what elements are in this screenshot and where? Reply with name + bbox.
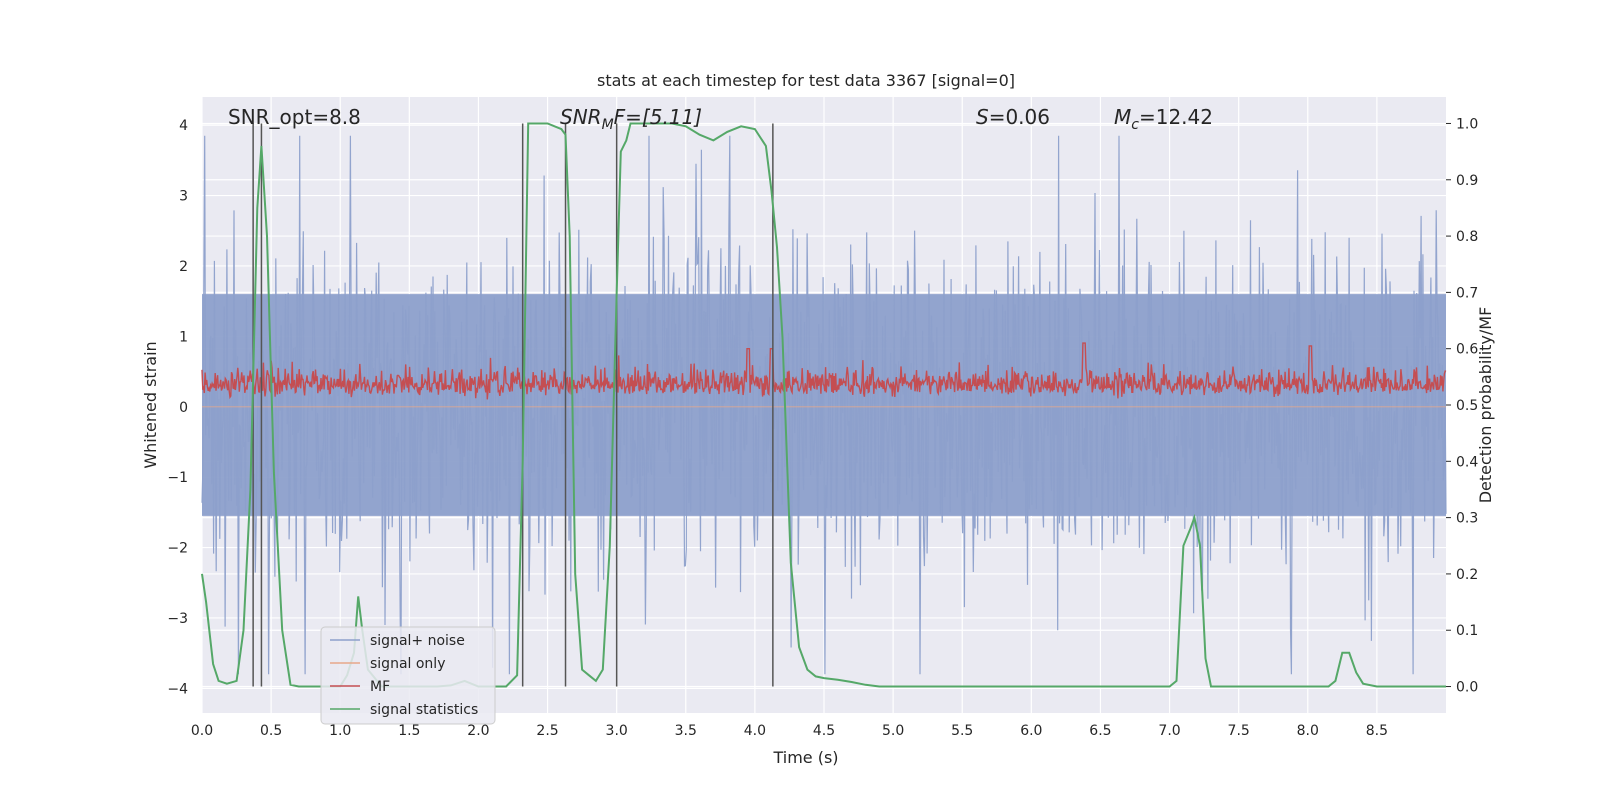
mf-series xyxy=(201,342,1447,400)
y-right-tick-label: 0.7 xyxy=(1456,285,1478,301)
x-tick-label: 2.5 xyxy=(536,723,558,739)
y-left-tick-label: −4 xyxy=(167,681,188,697)
x-tick-label: 7.5 xyxy=(1228,723,1250,739)
y-left-tick-label: 3 xyxy=(179,189,188,205)
legend-label-signal-noise: signal+ noise xyxy=(370,633,465,649)
x-tick-label: 8.0 xyxy=(1297,723,1319,739)
x-tick-label: 3.0 xyxy=(606,723,628,739)
annotation-snr-opt: SNR_opt=8.8 xyxy=(228,105,361,129)
annotation-mc: Mc=12.42 xyxy=(1114,105,1213,133)
x-tick-label: 8.5 xyxy=(1366,723,1388,739)
y-right-axis-label: Detection probability/MF xyxy=(1476,307,1495,504)
signal-noise-series xyxy=(201,135,1447,675)
legend: signal+ noise signal only MF signal stat… xyxy=(320,626,496,725)
y-right-tick-label: 0.1 xyxy=(1456,623,1478,639)
s-rest: =0.06 xyxy=(989,105,1050,129)
x-tick-label: 7.0 xyxy=(1158,723,1180,739)
snr-mf-main: SNR xyxy=(560,105,602,129)
y-right-tick-label: 0.8 xyxy=(1456,229,1478,245)
y-left-axis-ticks: 4 3 2 1 0 −1 −2 −3 −4 xyxy=(167,118,188,697)
y-right-tick-label: 0.5 xyxy=(1456,398,1478,414)
mf-line xyxy=(201,342,1447,400)
x-tick-label: 5.5 xyxy=(951,723,973,739)
chart-title: stats at each timestep for test data 336… xyxy=(597,71,1015,90)
legend-box xyxy=(320,626,496,725)
x-tick-label: 5.0 xyxy=(882,723,904,739)
snr-mf-sub: M xyxy=(602,117,614,133)
s-italic: S xyxy=(976,105,989,129)
mc-rest: =12.42 xyxy=(1139,105,1213,129)
y-right-tick-label: 0.9 xyxy=(1456,173,1478,189)
x-tick-label: 4.5 xyxy=(813,723,835,739)
snr-mf-rest: F=[5.11] xyxy=(614,105,702,129)
x-tick-label: 4.0 xyxy=(744,723,766,739)
y-right-tick-label: 1.0 xyxy=(1456,116,1478,132)
y-right-tick-label: 0.2 xyxy=(1456,567,1478,583)
y-left-tick-label: 0 xyxy=(179,400,188,416)
annotation-s: S=0.06 xyxy=(976,105,1050,129)
x-tick-label: 3.5 xyxy=(675,723,697,739)
y-left-tick-label: −3 xyxy=(167,611,188,627)
x-tick-label: 2.0 xyxy=(467,723,489,739)
x-tick-label: 0.5 xyxy=(260,723,282,739)
x-tick-label: 6.0 xyxy=(1020,723,1042,739)
x-axis-ticks: 0.0 0.5 1.0 1.5 2.0 2.5 3.0 3.5 4.0 4.5 5.0 5.5 6.0 6… xyxy=(191,723,1388,739)
legend-label-signal-statistics: signal statistics xyxy=(370,702,478,718)
y-left-axis-label: Whitened strain xyxy=(141,341,160,468)
y-left-tick-label: 1 xyxy=(179,329,188,345)
y-right-tick-label: 0.0 xyxy=(1456,680,1478,696)
annotation-snr-mf: SNRMF=[5.11] xyxy=(560,105,702,133)
y-right-tick-label: 0.6 xyxy=(1456,342,1478,358)
y-right-axis-ticks: 1.0 0.9 0.8 0.7 0.6 0.5 0.4 0.3 0.2 0.1 0.0 xyxy=(1446,116,1478,696)
legend-label-signal-only: signal only xyxy=(370,656,445,672)
y-right-tick-label: 0.4 xyxy=(1456,454,1478,470)
mc-sub: c xyxy=(1131,117,1139,133)
legend-label-mf: MF xyxy=(370,679,390,695)
mc-main: M xyxy=(1114,105,1131,129)
x-tick-label: 0.0 xyxy=(191,723,213,739)
y-left-tick-label: 4 xyxy=(179,118,188,134)
y-left-tick-label: 2 xyxy=(179,259,188,275)
x-axis-label: Time (s) xyxy=(772,748,838,767)
x-tick-label: 6.5 xyxy=(1089,723,1111,739)
y-right-tick-label: 0.3 xyxy=(1456,511,1478,527)
x-tick-label: 1.5 xyxy=(398,723,420,739)
x-tick-label: 1.0 xyxy=(329,723,351,739)
y-left-tick-label: −1 xyxy=(167,470,188,486)
y-left-tick-label: −2 xyxy=(167,541,188,557)
